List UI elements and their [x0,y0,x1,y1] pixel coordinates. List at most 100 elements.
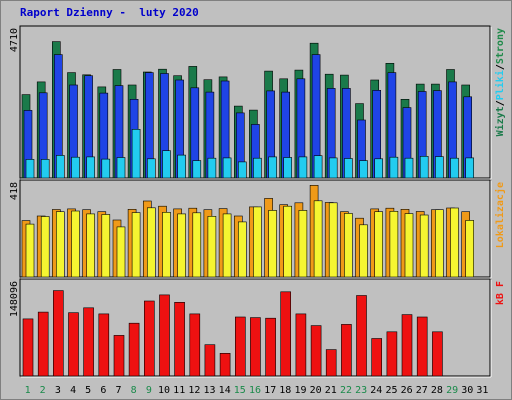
bar-top-s2-d29 [450,157,459,179]
day-label-7: 7 [115,385,121,396]
day-label-1: 1 [25,385,31,396]
day-label-9: 9 [146,385,152,396]
bar-bottom-s0-d7 [113,335,125,377]
bar-middle-s1-d1 [25,223,35,278]
bar-bottom-s0-d23 [356,295,367,377]
legend-separator: / [495,64,506,70]
bar-top-s2-d28 [435,156,444,179]
bar-bottom-s0-d3 [52,290,64,377]
bar-bottom-s0-d22 [341,324,352,377]
legend-item: Wizyt [494,106,506,136]
bar-middle-s1-d22 [344,213,353,278]
bar-top-s2-d15 [238,161,247,179]
bar-middle-s1-d17 [268,210,277,278]
bar-middle-s1-d19 [298,210,308,278]
bar-top-s2-d9 [147,158,156,179]
bar-bottom-s0-d15 [235,316,246,377]
bar-bottom-s0-d8 [128,322,140,377]
bar-bottom-s0-d12 [189,313,201,377]
bar-bottom-s0-d24 [371,338,383,377]
bar-bottom-s0-d4 [68,312,79,377]
day-label-25: 25 [385,385,397,396]
bar-top-s2-d3 [55,155,65,179]
bar-bottom-s0-d16 [250,317,261,377]
bar-middle-s1-d4 [71,210,80,278]
bar-middle-s1-d30 [465,220,475,278]
ymax-label-top: 4710 [9,28,20,52]
day-label-17: 17 [264,385,276,396]
day-label-22: 22 [340,385,352,396]
bar-bottom-s0-d10 [159,294,170,377]
day-label-27: 27 [416,385,428,396]
day-label-20: 20 [310,385,322,396]
day-label-24: 24 [370,385,382,396]
bar-middle-s1-d5 [86,213,95,278]
bar-bottom-s0-d2 [37,311,49,377]
bar-bottom-s0-d6 [98,313,110,377]
bar-middle-s1-d10 [162,212,171,278]
bar-middle-s1-d27 [419,214,429,278]
bar-middle-s1-d15 [238,221,247,278]
bar-middle-s1-d16 [253,206,262,278]
bar-bottom-s0-d18 [280,291,292,377]
day-label-31: 31 [476,385,488,396]
bar-top-s2-d12 [192,160,202,179]
bar-top-s2-d4 [71,156,80,179]
bar-bottom-s0-d25 [386,331,398,377]
page-title: Raport Dzienny - luty 2020 [20,6,199,19]
legend-item: Strony [495,28,506,64]
bar-bottom-s0-d19 [295,313,307,377]
bar-top-s2-d26 [404,157,414,179]
bar-top-s2-d13 [207,157,217,179]
bar-middle-s1-d21 [328,202,338,278]
day-label-5: 5 [85,385,91,396]
bar-top-s2-d5 [86,156,95,179]
bar-bottom-s0-d9 [144,300,155,377]
bar-middle-s1-d29 [450,207,459,278]
day-label-11: 11 [173,385,185,396]
bar-middle-s1-d2 [40,216,50,278]
bar-middle-s1-d26 [404,213,414,278]
day-label-3: 3 [55,385,61,396]
day-label-18: 18 [279,385,291,396]
bar-top-s2-d6 [101,158,111,179]
bar-middle-s1-d12 [192,212,202,278]
legend-top: Wizyt/Pliki/Strony [494,28,506,136]
bar-middle-s1-d11 [177,213,186,278]
bar-middle-s1-d6 [101,214,111,278]
day-label-19: 19 [294,385,306,396]
bar-top-s2-d30 [465,157,475,179]
day-label-13: 13 [203,385,215,396]
bar-top-s2-d11 [177,154,186,179]
bar-bottom-s0-d5 [83,307,94,377]
day-label-28: 28 [431,385,443,396]
bar-middle-s1-d23 [359,224,368,278]
bar-top-s2-d18 [283,157,293,179]
day-label-15: 15 [234,385,246,396]
bar-top-s2-d1 [25,159,35,179]
bar-bottom-s0-d21 [325,349,337,377]
bar-top-s2-d24 [374,158,384,179]
bar-middle-s1-d28 [435,209,444,278]
bar-top-s2-d21 [328,157,338,179]
bar-top-s2-d2 [40,159,50,179]
bar-bottom-s0-d1 [22,318,34,377]
bar-top-s2-d23 [359,160,368,179]
bar-top-s2-d10 [162,150,171,179]
day-label-29: 29 [446,385,458,396]
day-label-23: 23 [355,385,367,396]
day-label-30: 30 [461,385,473,396]
day-label-16: 16 [249,385,261,396]
bar-bottom-s0-d28 [432,331,443,377]
day-label-2: 2 [40,385,46,396]
bar-top-s2-d27 [419,156,429,179]
bar-middle-s1-d8 [131,212,141,278]
bar-middle-s1-d9 [147,207,156,278]
bar-top-s2-d7 [116,157,126,179]
bar-bottom-s0-d13 [204,344,216,377]
bar-bottom-s0-d26 [401,314,413,377]
bar-bottom-s0-d20 [310,325,322,377]
legend-item: Pliki [494,70,506,100]
legend-separator: / [495,100,506,106]
